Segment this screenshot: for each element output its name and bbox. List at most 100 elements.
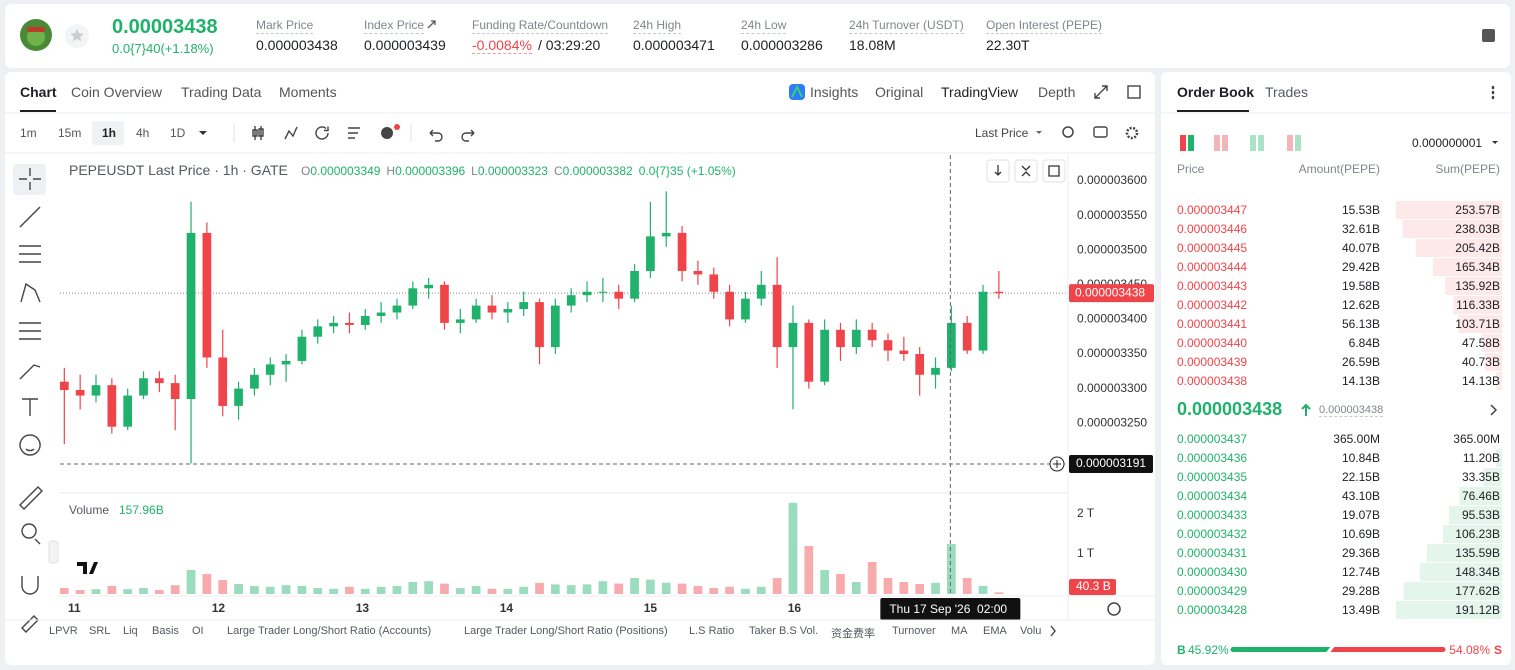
interval-button[interactable]: 15m [58,126,82,140]
drawing-tool[interactable] [19,364,41,380]
view-tab[interactable]: TradingView [941,84,1019,100]
camera-icon[interactable] [1093,126,1108,138]
indicator-tab[interactable]: OI [192,625,204,637]
price-source[interactable]: Last Price [975,126,1029,140]
order-price[interactable]: 0.000003442 [1177,298,1248,312]
interval-button[interactable]: 4h [136,126,150,140]
interval-button[interactable]: 1h [102,126,117,140]
view-tab[interactable]: Depth [1038,84,1076,100]
order-price[interactable]: 0.000003444 [1177,260,1248,274]
interval-dropdown[interactable] [199,131,207,135]
settings-icon[interactable] [1125,126,1139,140]
order-price[interactable]: 0.000003434 [1177,489,1248,503]
order-price[interactable]: 0.000003429 [1177,584,1248,598]
chart-tab[interactable]: Chart [20,84,57,100]
order-price[interactable]: 0.000003431 [1177,546,1248,560]
order-price[interactable]: 0.000003428 [1177,603,1248,617]
drawing-tool[interactable] [19,434,41,456]
chart-tab[interactable]: Coin Overview [71,84,163,100]
interval-button[interactable]: 1D [170,126,186,140]
indicator-tab[interactable]: Basis [152,625,179,637]
interval-button[interactable]: 1m [20,126,37,140]
window-icon[interactable] [1127,85,1141,99]
depth-mode[interactable] [1214,135,1220,151]
drawing-tool[interactable] [19,206,41,228]
order-price[interactable]: 0.000003435 [1177,470,1248,484]
drawing-tool[interactable] [19,486,43,510]
drawing-tool[interactable] [19,245,41,263]
order-amount: 56.13B [1341,317,1380,331]
order-price[interactable]: 0.000003447 [1177,203,1248,217]
order-price[interactable]: 0.000003436 [1177,451,1248,465]
indicator-tab[interactable]: Large Trader Long/Short Ratio (Positions… [464,625,668,637]
volume-bar [756,586,766,594]
drawing-tool[interactable] [20,282,41,303]
depth-mode[interactable] [1258,135,1264,151]
view-tab[interactable]: Original [875,84,924,100]
order-price[interactable]: 0.000003437 [1177,432,1248,446]
order-price[interactable]: 0.000003445 [1177,241,1248,255]
order-price[interactable]: 0.000003430 [1177,565,1248,579]
chart-tab[interactable]: Trading Data [181,84,262,100]
indicator-scroll[interactable] [1050,625,1056,637]
search-icon[interactable] [1062,126,1074,138]
toolbar-icon[interactable] [252,126,264,140]
drawing-tool[interactable] [21,576,39,595]
mid-chevron[interactable] [1490,404,1498,416]
toolbar-icon[interactable] [284,126,298,140]
orderbook-tab[interactable]: Trades [1265,84,1309,100]
order-price[interactable]: 0.000003443 [1177,279,1248,293]
redo-icon[interactable] [461,129,475,142]
drawing-tool[interactable] [19,168,41,190]
chart-tab[interactable]: Moments [279,84,337,100]
notes-icon[interactable] [1482,29,1495,42]
depth-bar [1402,220,1502,238]
indicator-tab[interactable]: Taker B.S Vol. [749,625,819,637]
view-tab[interactable]: Insights [810,84,859,100]
indicator-tab[interactable]: Volu [1020,625,1042,637]
indicator-tab[interactable]: Large Trader Long/Short Ratio (Accounts) [227,625,432,637]
column-header: Price [1177,162,1205,176]
indicator-tab[interactable]: 资金费率 [831,628,875,640]
depth-mode[interactable] [1188,135,1194,151]
indicator-tab[interactable]: Liq [123,625,138,637]
collapse-tab[interactable] [48,540,59,564]
indicator-tab[interactable]: LPVR [49,625,78,637]
chart-control[interactable] [1042,159,1066,183]
depth-mode[interactable] [1250,135,1256,151]
volume-bar [234,584,243,594]
order-price[interactable]: 0.000003440 [1177,336,1248,350]
depth-mode[interactable] [1222,135,1228,151]
order-price[interactable]: 0.000003433 [1177,508,1248,522]
candle-body [360,315,370,325]
indicator-tab[interactable]: Turnover [892,625,936,637]
order-price[interactable]: 0.000003441 [1177,317,1248,331]
toolbar-icon[interactable] [315,126,329,140]
drawing-tool[interactable] [21,523,41,545]
orderbook-tab[interactable]: Order Book [1177,84,1255,100]
drawing-tool[interactable] [22,398,38,416]
undo-icon[interactable] [429,129,443,142]
drawing-tool[interactable] [21,615,39,633]
chart-control[interactable] [1014,159,1038,183]
ohlc-item: L0.000003323 [471,164,548,178]
indicator-tab[interactable]: SRL [89,625,111,637]
indicator-tab[interactable]: L.S Ratio [689,625,735,637]
order-price[interactable]: 0.000003439 [1177,355,1248,369]
indicator-tab[interactable]: MA [951,625,968,637]
order-price[interactable]: 0.000003438 [1177,374,1248,388]
order-price[interactable]: 0.000003432 [1177,527,1248,541]
favorite-star[interactable] [70,29,84,42]
depth-mode[interactable] [1287,135,1293,151]
fullscreen-icon[interactable] [1094,85,1108,99]
drawing-tool[interactable] [19,322,41,340]
order-price[interactable]: 0.000003446 [1177,222,1248,236]
depth-mode[interactable] [1180,135,1186,151]
depth-mode[interactable] [1295,135,1301,151]
indicator-tab[interactable]: EMA [983,625,1007,637]
indicator-add[interactable] [381,127,393,139]
chart-settings[interactable] [1107,602,1121,616]
candle-body [408,288,418,306]
toolbar-icon[interactable] [348,127,360,139]
precision-select[interactable]: 0.000000001 [1412,136,1483,150]
